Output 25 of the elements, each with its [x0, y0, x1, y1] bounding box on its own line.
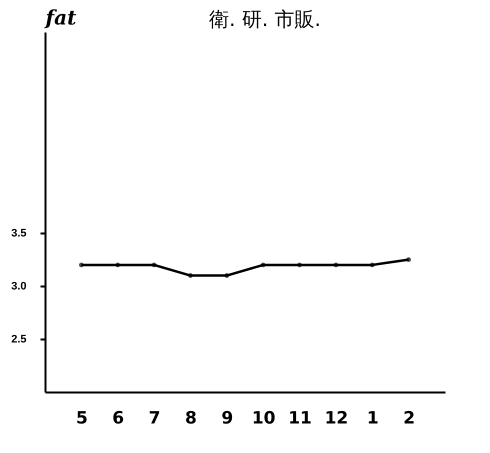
x-tick-label: 6	[112, 408, 124, 428]
y-axis-title: fat	[44, 6, 78, 30]
point	[115, 262, 120, 268]
y-tick-label: 3.0	[11, 280, 26, 293]
point	[188, 273, 193, 278]
x-tick-label: 2	[403, 408, 416, 428]
point	[370, 262, 375, 268]
point	[152, 262, 156, 268]
y-tick-label: 3.5	[11, 228, 26, 240]
x-tick-label: 1	[366, 408, 379, 428]
point	[334, 262, 338, 268]
x-tick-label: 7	[148, 408, 161, 428]
point	[260, 262, 266, 268]
x-tick-label: 5	[76, 408, 88, 428]
y-tick-label: 2.5	[11, 334, 26, 346]
x-tick-label: 10	[252, 408, 276, 428]
point	[79, 262, 84, 268]
point	[224, 273, 230, 278]
point	[297, 262, 302, 268]
x-tick-label: 8	[185, 408, 197, 428]
x-tick-label: 9	[221, 408, 234, 428]
x-tick-label: 12	[324, 408, 348, 428]
chart-title: 衛. 研. 市販.	[209, 7, 321, 31]
x-tick-label: 11	[288, 408, 312, 428]
point	[406, 257, 411, 262]
